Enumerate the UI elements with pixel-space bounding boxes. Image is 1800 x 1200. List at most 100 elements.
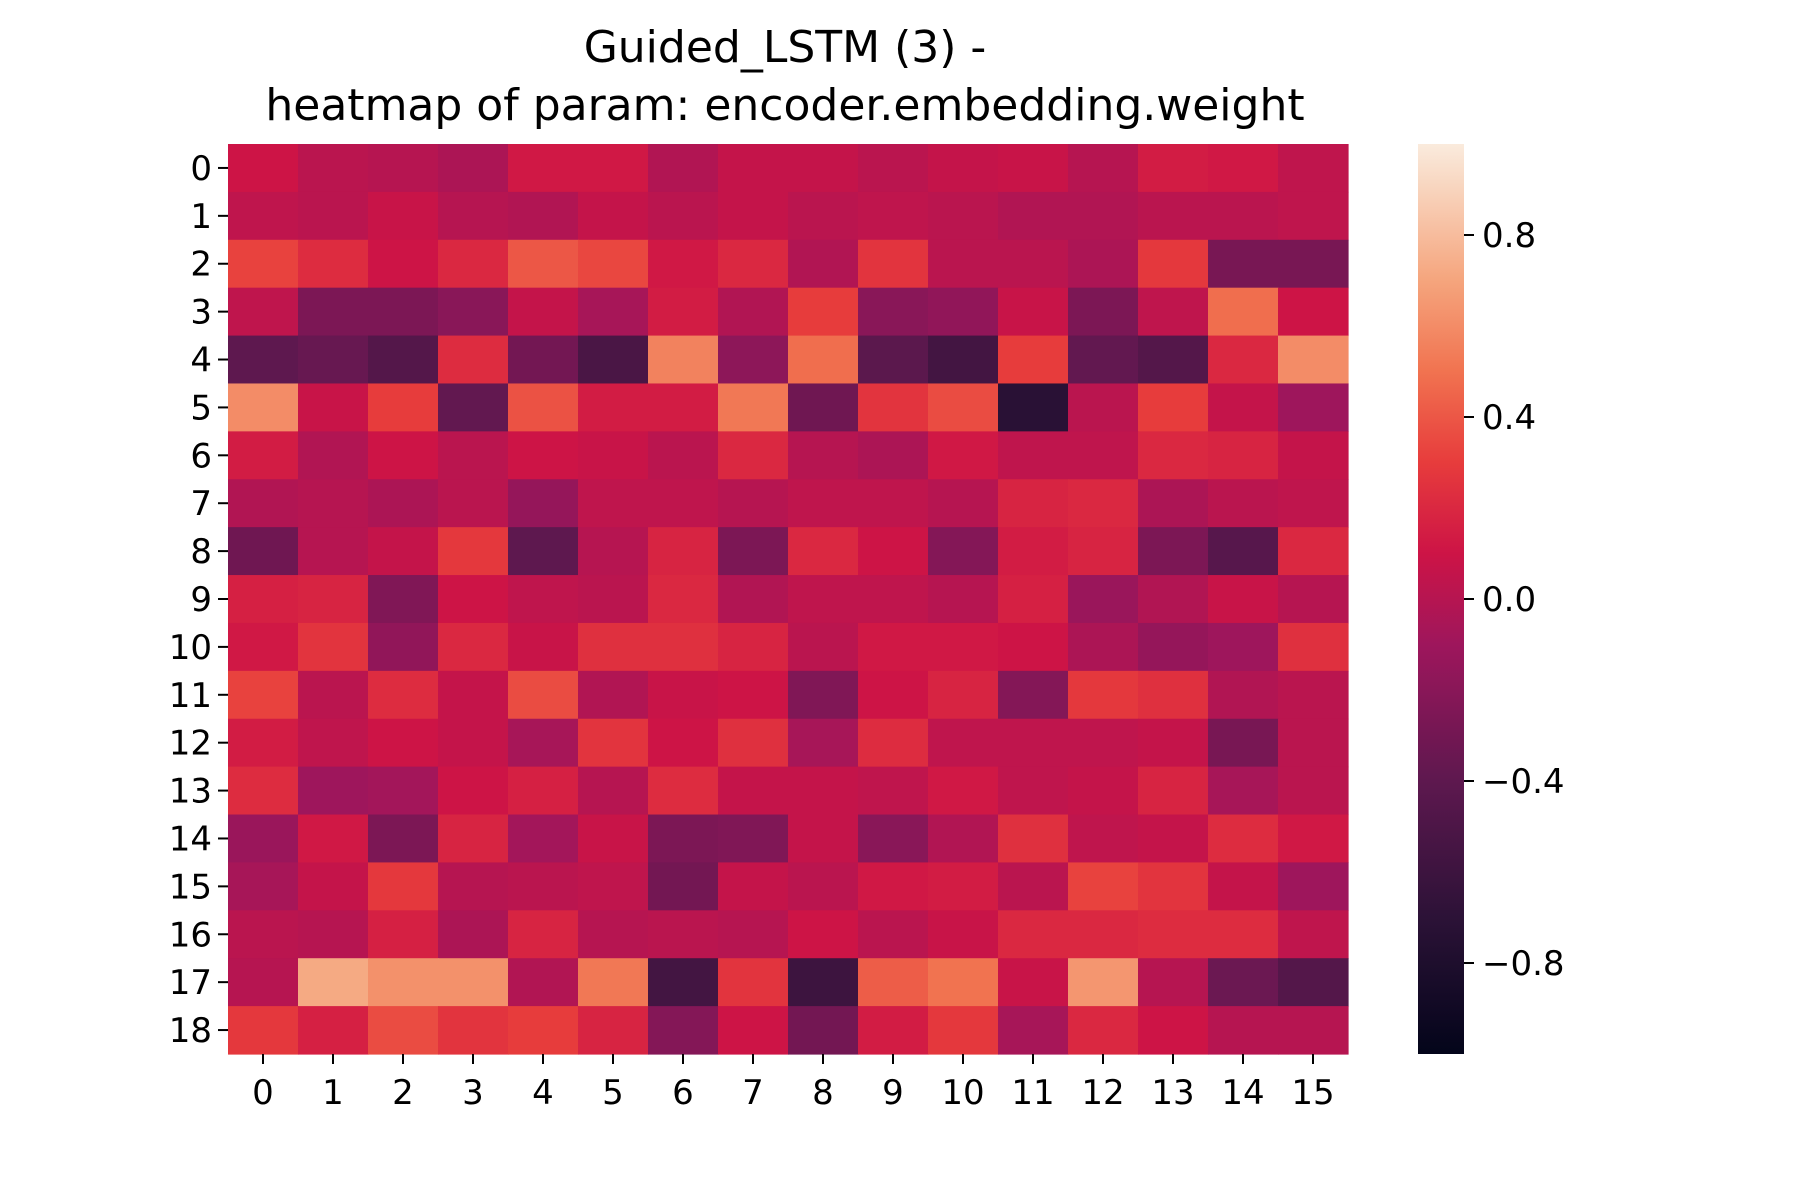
heatmap-cell (788, 622, 859, 672)
heatmap-cell (1068, 670, 1139, 720)
heatmap-cell (578, 527, 649, 576)
y-tick-label: 5 (190, 388, 212, 428)
heatmap-cell (368, 479, 439, 528)
heatmap-cell (718, 383, 789, 432)
heatmap-cell (718, 958, 789, 1007)
heatmap-cell (578, 862, 649, 911)
heatmap-cell (648, 910, 719, 959)
heatmap-cell (438, 144, 509, 193)
heatmap-cell (1138, 862, 1209, 911)
heatmap-cell (718, 239, 789, 289)
x-tick-label: 1 (322, 1073, 344, 1113)
heatmap-cell (928, 575, 999, 624)
heatmap-cell (438, 958, 509, 1007)
heatmap-cell (788, 766, 859, 816)
heatmap-cell (718, 670, 789, 720)
heatmap-cell (578, 622, 649, 672)
heatmap-cell (788, 1006, 859, 1055)
heatmap-cell (438, 862, 509, 911)
heatmap-cell (648, 622, 719, 672)
y-tick-label: 4 (190, 341, 212, 381)
heatmap-cell (228, 575, 299, 624)
heatmap-cell (228, 958, 299, 1007)
heatmap-cell (788, 958, 859, 1007)
heatmap-cell (1138, 622, 1209, 672)
heatmap-cell (998, 910, 1069, 959)
heatmap-cell (1138, 910, 1209, 959)
heatmap-cell (648, 431, 719, 480)
heatmap-cell (1208, 144, 1279, 193)
heatmap-cell (718, 1006, 789, 1055)
heatmap-cell (1278, 814, 1349, 864)
heatmap-cell (298, 191, 369, 241)
heatmap-cell (858, 814, 929, 864)
heatmap-cell (438, 670, 509, 720)
heatmap-cell (298, 383, 369, 432)
heatmap-cell (578, 670, 649, 720)
heatmap-cell (578, 335, 649, 385)
chart-subtitle: heatmap of param: encoder.embedding.weig… (265, 80, 1304, 131)
heatmap-cell (228, 383, 299, 432)
heatmap-cell (1138, 191, 1209, 241)
heatmap-cell (1278, 575, 1349, 624)
heatmap-cell (1138, 383, 1209, 432)
heatmap-cell (368, 622, 439, 672)
heatmap-cell (998, 287, 1069, 337)
heatmap-cell (228, 766, 299, 816)
heatmap-cell (438, 622, 509, 672)
heatmap-cell (928, 622, 999, 672)
heatmap-cell (928, 670, 999, 720)
heatmap-cell (648, 527, 719, 576)
heatmap-cell (438, 287, 509, 337)
y-tick-label: 14 (169, 819, 212, 859)
heatmap-cell (928, 766, 999, 816)
heatmap-cell (1068, 718, 1139, 768)
heatmap-cell (648, 958, 719, 1007)
heatmap-cell (228, 287, 299, 337)
heatmap-cell (718, 910, 789, 959)
heatmap-cell (228, 670, 299, 720)
heatmap-cell (508, 862, 579, 911)
y-tick-label: 18 (169, 1011, 212, 1051)
heatmap-cell (298, 622, 369, 672)
heatmap-cell (1068, 144, 1139, 193)
heatmap-cell (438, 431, 509, 480)
heatmap-cell (998, 670, 1069, 720)
heatmap-cell (858, 527, 929, 576)
heatmap-cell (368, 144, 439, 193)
heatmap-cell (788, 287, 859, 337)
heatmap-cell (788, 335, 859, 385)
heatmap-cell (998, 479, 1069, 528)
heatmap-cell (858, 383, 929, 432)
heatmap-cell (998, 431, 1069, 480)
heatmap-cell (438, 766, 509, 816)
heatmap-cell (648, 287, 719, 337)
heatmap-cell (1068, 622, 1139, 672)
heatmap-cell (578, 575, 649, 624)
y-tick-label: 2 (190, 245, 212, 285)
heatmap-cell (1208, 527, 1279, 576)
y-tick-label: 9 (190, 580, 212, 620)
heatmap-cell (578, 910, 649, 959)
heatmap-cell (228, 1006, 299, 1055)
x-tick-label: 3 (462, 1073, 484, 1113)
heatmap-cell (858, 239, 929, 289)
heatmap-cell (508, 670, 579, 720)
heatmap-cell (1068, 814, 1139, 864)
x-tick-label: 12 (1081, 1073, 1124, 1113)
heatmap-cell (1138, 479, 1209, 528)
x-tick-label: 6 (672, 1073, 694, 1113)
heatmap-cell (298, 527, 369, 576)
heatmap-cell (718, 622, 789, 672)
x-tick-label: 14 (1221, 1073, 1264, 1113)
heatmap-cell (578, 191, 649, 241)
heatmap-cell (998, 766, 1069, 816)
heatmap-cell (788, 144, 859, 193)
heatmap-cell (508, 910, 579, 959)
heatmap-cell (578, 1006, 649, 1055)
heatmap-cell (1068, 383, 1139, 432)
heatmap-cell (228, 622, 299, 672)
heatmap-cell (368, 431, 439, 480)
colorbar (1418, 144, 1464, 1054)
